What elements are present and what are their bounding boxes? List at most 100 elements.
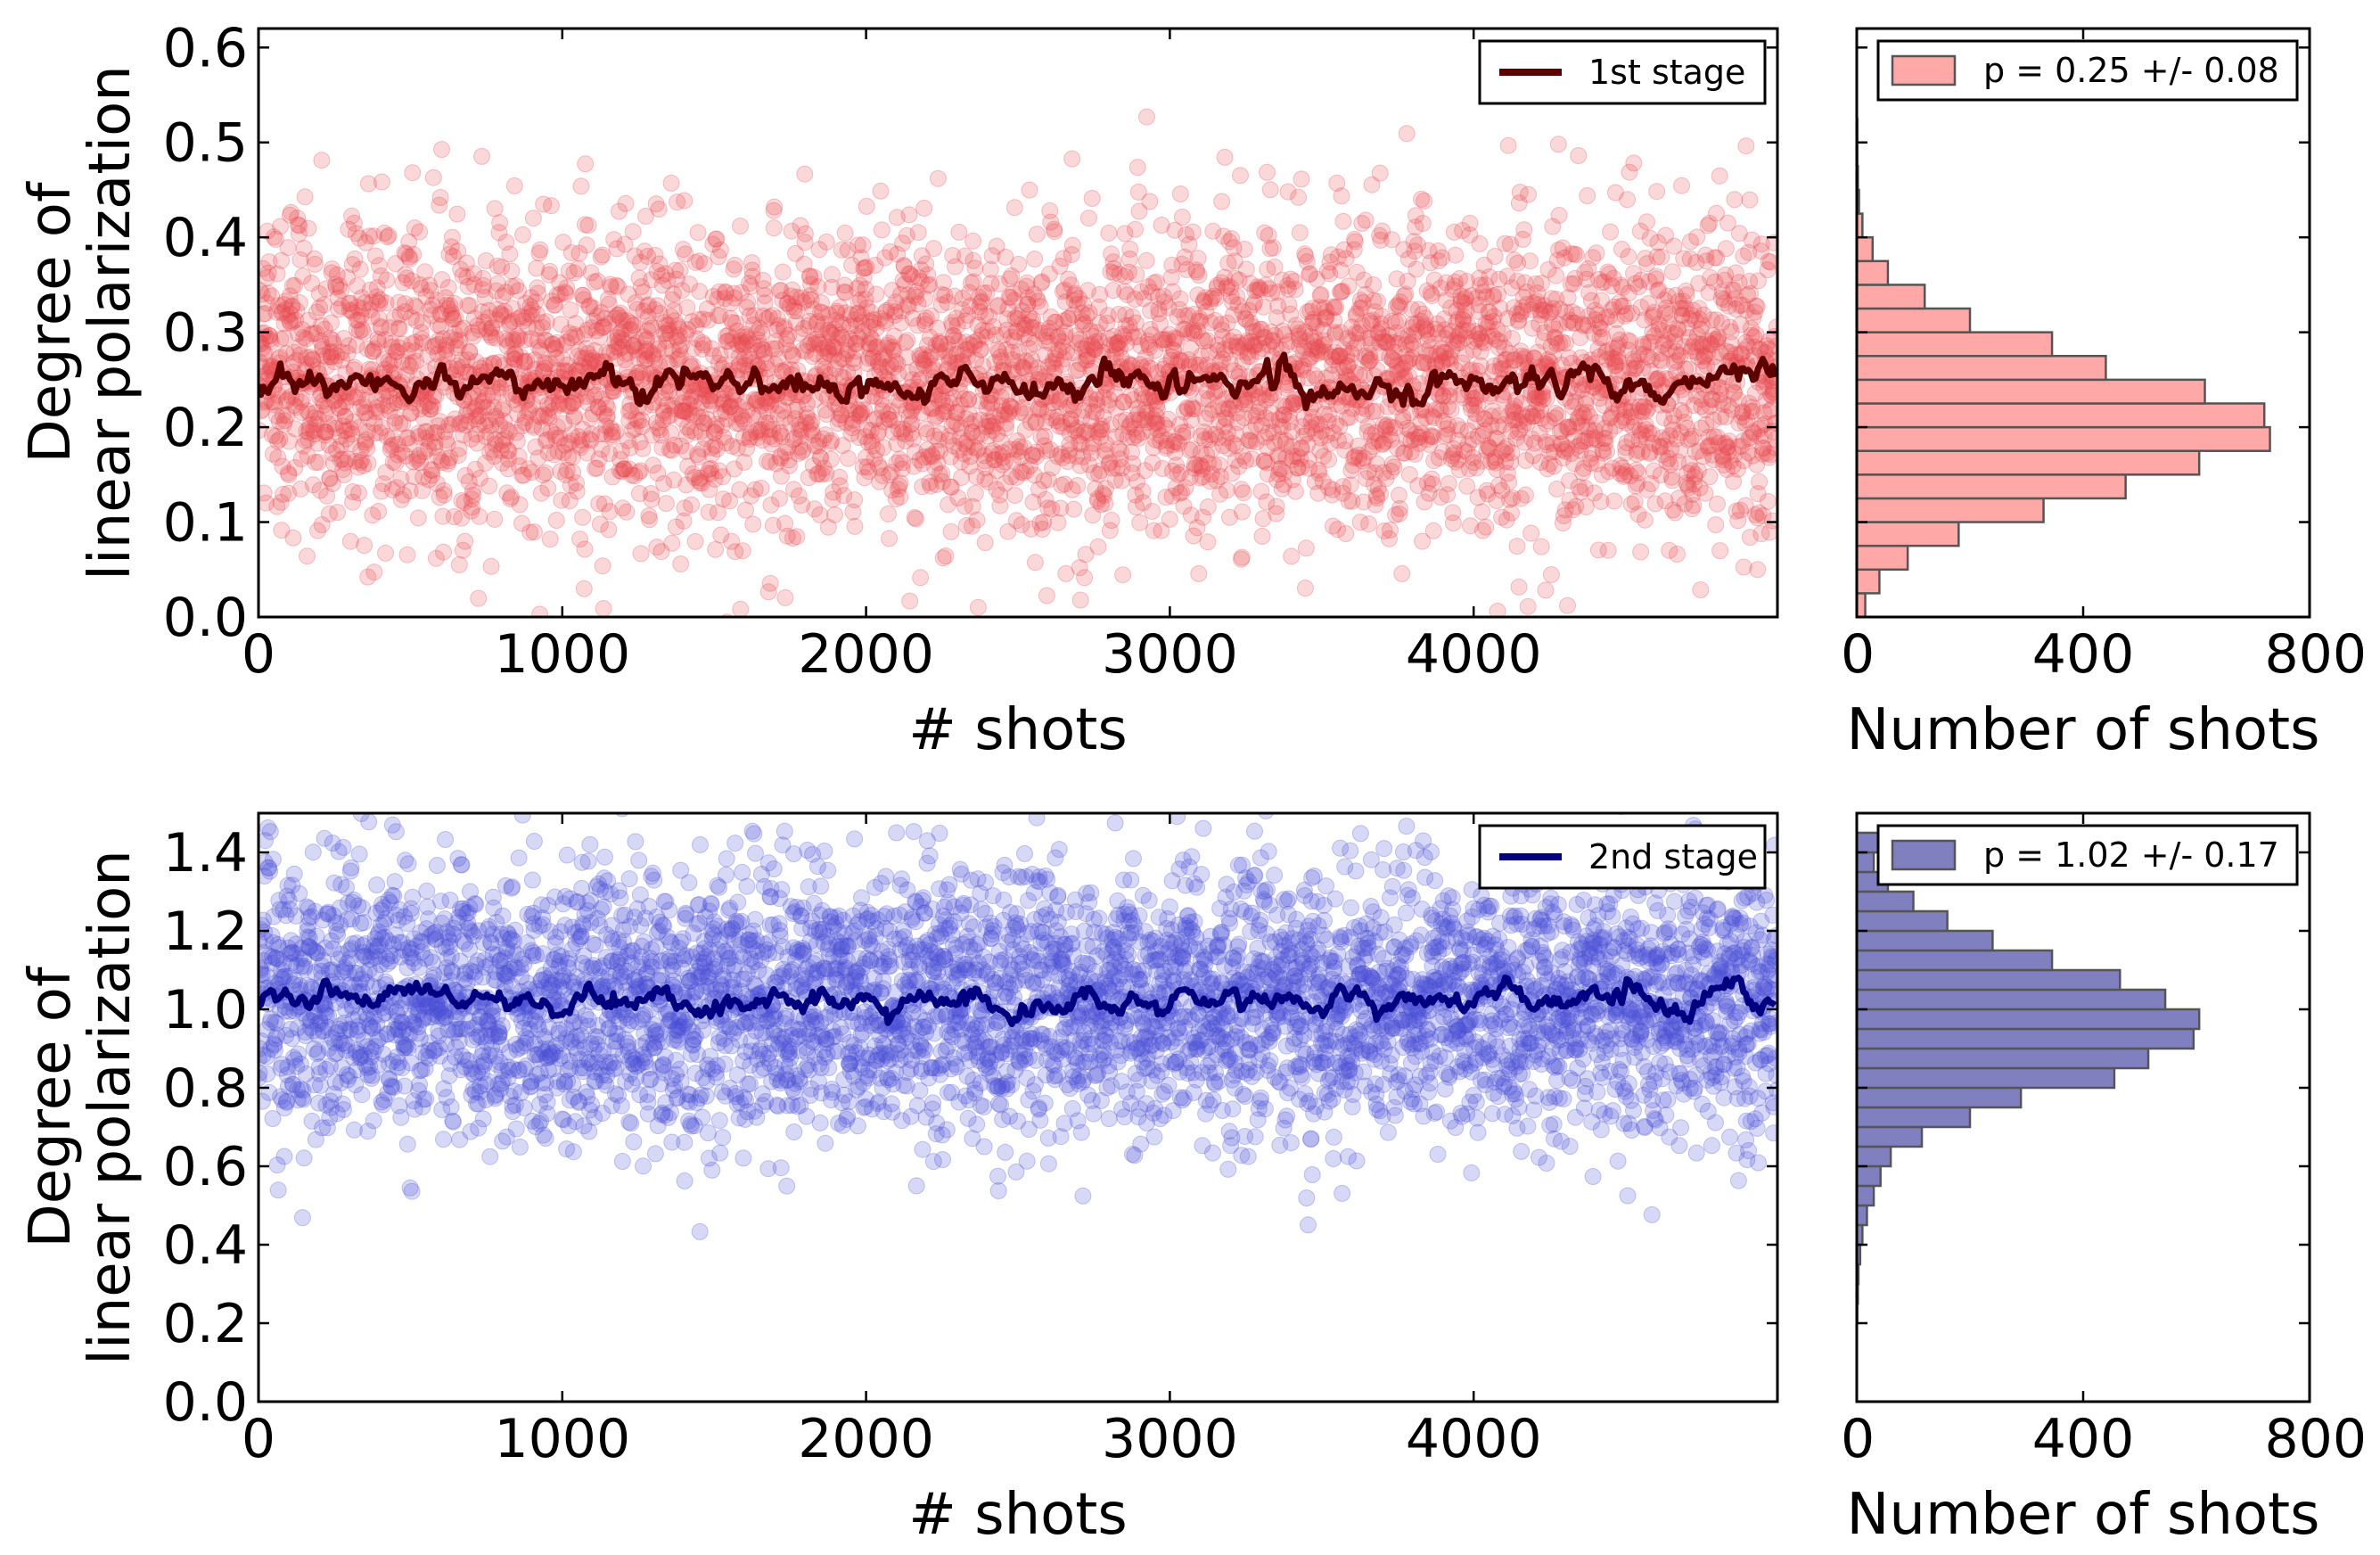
data-point xyxy=(463,430,480,448)
data-point xyxy=(296,188,314,206)
data-point xyxy=(422,282,439,300)
data-point xyxy=(822,450,840,468)
data-point xyxy=(907,510,924,528)
data-point xyxy=(496,302,513,320)
data-point xyxy=(297,432,315,449)
data-point xyxy=(478,399,496,416)
data-point xyxy=(1264,239,1282,257)
data-point xyxy=(434,330,452,348)
data-point xyxy=(314,341,332,358)
data-point xyxy=(1261,181,1279,199)
data-point xyxy=(357,431,375,448)
data-point xyxy=(447,332,464,350)
data-point xyxy=(273,251,291,269)
data-point xyxy=(503,262,521,280)
data-point xyxy=(275,315,293,333)
data-point xyxy=(438,296,455,314)
data-point xyxy=(350,229,368,247)
data-point xyxy=(406,468,423,486)
data-point xyxy=(439,452,457,470)
data-point xyxy=(1685,497,1703,514)
data-point xyxy=(650,201,668,218)
data-point xyxy=(267,427,284,445)
data-point xyxy=(302,325,320,343)
data-point xyxy=(432,306,450,324)
data-point xyxy=(323,349,341,366)
data-point xyxy=(294,267,312,285)
data-point xyxy=(1741,191,1759,209)
data-point xyxy=(324,335,342,353)
data-point xyxy=(387,454,405,472)
data-point xyxy=(431,489,448,506)
data-point xyxy=(264,445,282,463)
data-point xyxy=(1749,561,1767,579)
data-point xyxy=(524,210,542,227)
data-point xyxy=(353,451,370,469)
data-point xyxy=(366,424,384,442)
data-point xyxy=(440,245,458,263)
data-point xyxy=(278,407,296,424)
data-point xyxy=(342,302,360,320)
data-point xyxy=(276,412,294,430)
data-point xyxy=(420,471,438,489)
data-point xyxy=(484,387,502,405)
data-point xyxy=(327,276,345,293)
data-point xyxy=(294,437,312,455)
data-point xyxy=(369,333,387,351)
data-point xyxy=(1673,177,1691,194)
data-point xyxy=(289,325,307,342)
data-point xyxy=(836,224,854,242)
data-point xyxy=(476,416,494,434)
data-point xyxy=(1320,451,1338,468)
data-point xyxy=(487,435,505,453)
data-point xyxy=(497,284,514,301)
data-point xyxy=(348,336,365,354)
data-point xyxy=(1522,252,1539,270)
data-point xyxy=(397,447,414,465)
data-point xyxy=(600,521,618,539)
data-point xyxy=(363,294,381,311)
data-point xyxy=(259,401,271,419)
data-point xyxy=(316,424,334,441)
data-point xyxy=(500,442,518,460)
data-point xyxy=(364,342,382,360)
data-point xyxy=(1063,150,1081,168)
data-point xyxy=(386,414,404,432)
data-point xyxy=(406,297,423,314)
data-point xyxy=(765,219,783,237)
data-point xyxy=(423,462,441,480)
data-point xyxy=(1653,248,1670,266)
data-point xyxy=(483,318,501,336)
data-point xyxy=(1333,187,1350,205)
data-point xyxy=(481,326,499,344)
data-point xyxy=(774,263,792,281)
data-point xyxy=(854,236,872,254)
data-point xyxy=(349,277,366,295)
data-point xyxy=(403,272,421,290)
data-point xyxy=(428,474,446,492)
data-point xyxy=(349,458,367,476)
data-point xyxy=(1346,233,1364,251)
data-point xyxy=(766,198,784,216)
data-point xyxy=(1602,223,1620,241)
data-point xyxy=(695,255,713,273)
data-point xyxy=(411,276,429,293)
data-point xyxy=(432,317,449,335)
data-point xyxy=(1393,564,1411,582)
data-point xyxy=(373,482,390,500)
data-point xyxy=(320,436,338,454)
data-point xyxy=(271,431,289,448)
data-point xyxy=(446,294,464,312)
data-point xyxy=(267,407,285,424)
data-point xyxy=(329,504,347,522)
data-point xyxy=(449,243,467,260)
data-point xyxy=(1638,213,1655,231)
data-point xyxy=(1648,183,1666,201)
data-point xyxy=(579,217,597,234)
data-point xyxy=(1049,514,1067,531)
data-point xyxy=(356,404,373,422)
data-point xyxy=(416,423,434,440)
data-point xyxy=(457,407,475,424)
data-point xyxy=(283,277,301,294)
